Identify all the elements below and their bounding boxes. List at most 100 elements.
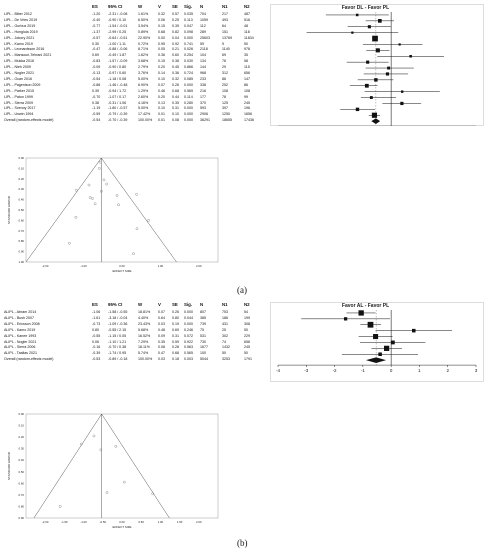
table-cell: 0.25 [172, 17, 179, 22]
table-cell: -0.13 [92, 71, 101, 75]
table-cell: 0.06 [92, 339, 99, 344]
table-cell: 5.00% [138, 76, 149, 81]
x-tick-label: -4 [276, 368, 280, 373]
x-tick-label: 1.50 [177, 520, 183, 524]
table-cell: 0.80 [172, 315, 179, 320]
table-cell: 739 [200, 321, 206, 326]
y-tick-label: 0.50 [19, 470, 25, 474]
study-point [79, 442, 83, 446]
study-point [99, 189, 103, 193]
effect-square [375, 48, 380, 53]
study-name: ALIPL - Sierra 2006 [4, 345, 36, 350]
table-cell: 0.36 [158, 53, 165, 58]
y-tick-label: 0.70 [19, 493, 25, 497]
table-cell: 0.32 [158, 12, 165, 16]
study-point [98, 167, 101, 170]
table-cell: 0.89% [138, 29, 149, 34]
column-header: W [138, 302, 143, 307]
y-tick-label: 0.20 [19, 177, 25, 181]
table-cell: 0.246 [184, 327, 193, 332]
table-cell: -0.57 [92, 35, 101, 40]
study-point [58, 505, 62, 508]
x-tick-label: 0 [390, 368, 393, 373]
x-tick-label: -3 [304, 368, 308, 373]
y-tick-label: 1.00 [19, 260, 25, 264]
table-cell: 217 [222, 12, 228, 16]
table-cell: -0.90 / 0.10 [108, 17, 127, 22]
effect-square [398, 43, 401, 46]
column-header: V [158, 302, 161, 307]
table-cell: 1432 [222, 345, 230, 350]
table-cell: 0.000 [184, 35, 193, 40]
y-tick-label: 0.80 [19, 504, 25, 508]
table-cell: 0.085 [184, 76, 193, 81]
table-cell: 35 [244, 53, 248, 58]
table-cell: 112 [200, 23, 206, 28]
table-cell: -0.94 / 1.72 [108, 88, 127, 93]
table-cell: 0.10 [172, 112, 179, 117]
funnel-plot-b: 0.00 0.10 0.20 0.30 0.40 0.50 0.60 0.70 0.80 0.90… [7, 412, 219, 529]
x-tick-label: 0.00 [119, 264, 125, 268]
column-header: Sig. [184, 4, 193, 9]
table-cell: 99 [244, 94, 248, 99]
table-cell: 50 [244, 327, 248, 332]
y-tick-label: 0.30 [19, 187, 25, 191]
table-cell: 118 [244, 29, 250, 34]
column-header: Sig. [184, 302, 193, 307]
x-tick-label: 2.00 [196, 264, 202, 268]
column-header: W [138, 4, 143, 9]
table-cell: 2906 [200, 112, 208, 117]
effect-square [400, 101, 404, 106]
study-name: Overall (random-effects model) [4, 118, 54, 123]
table-cell: 0.72% [138, 41, 149, 46]
y-tick-label: 0.60 [19, 481, 25, 485]
table-cell: 0.866 [184, 65, 193, 70]
table-cell: 0.95 [158, 41, 165, 46]
table-cell: 5044 [200, 357, 208, 362]
column-header: V [158, 4, 161, 9]
panel-label-a: (a) [237, 285, 247, 295]
funnel-left [33, 413, 102, 519]
study-point [105, 491, 109, 494]
effect-square [400, 90, 404, 93]
table-cell: 151 [222, 29, 228, 34]
table-cell: 0.64 [158, 315, 165, 320]
plot-frame [270, 4, 484, 126]
table-cell: 100.00% [138, 118, 153, 123]
column-header: SE [172, 302, 178, 307]
table-cell: -0.64 / -0.51 [108, 35, 128, 40]
x-tick-label: -2.00 [42, 264, 49, 268]
table-cell: 17.42% [138, 112, 151, 117]
table-cell: -0.16 [92, 345, 101, 350]
table-cell: -1.37 [92, 29, 101, 34]
table-cell: 100 [200, 351, 206, 356]
effect-square [343, 317, 348, 321]
table-cell: 18.81% [138, 310, 151, 314]
y-tick-label: 0.10 [19, 424, 25, 428]
table-cell: 3.68% [138, 59, 149, 64]
y-tick-label: 0.40 [19, 458, 25, 462]
study-name: LIPL - De Vries 2019 [4, 17, 38, 22]
table-cell: 593 [200, 106, 206, 111]
plot-frame [25, 413, 219, 519]
table-cell: 22.90% [138, 35, 151, 40]
table-cell: 0.19 [172, 321, 179, 326]
study-name: LIPL - Parker 2015 [4, 88, 35, 93]
study-name: LIPL - Paton 1999 [4, 94, 33, 99]
study-point [91, 197, 94, 200]
table-cell: 18655 [222, 118, 232, 123]
table-cell: -0.55 / 2.15 [108, 327, 127, 332]
table-cell: 0.20 [158, 65, 165, 70]
effect-square [411, 328, 416, 333]
x-tick-label: 3 [475, 368, 478, 373]
table-cell: 338 [200, 82, 206, 87]
table-cell: 1059 [200, 17, 208, 22]
effect-square [355, 13, 359, 17]
table-cell: 0.569 [184, 88, 193, 93]
table-cell: 0.35 [172, 100, 179, 105]
table-cell: 0.114 [184, 94, 193, 99]
study-name: ALIPL - Ericsson 2008 [4, 321, 40, 326]
x-tick-label: -1.50 [61, 520, 68, 524]
table-cell: 50 [222, 351, 226, 356]
